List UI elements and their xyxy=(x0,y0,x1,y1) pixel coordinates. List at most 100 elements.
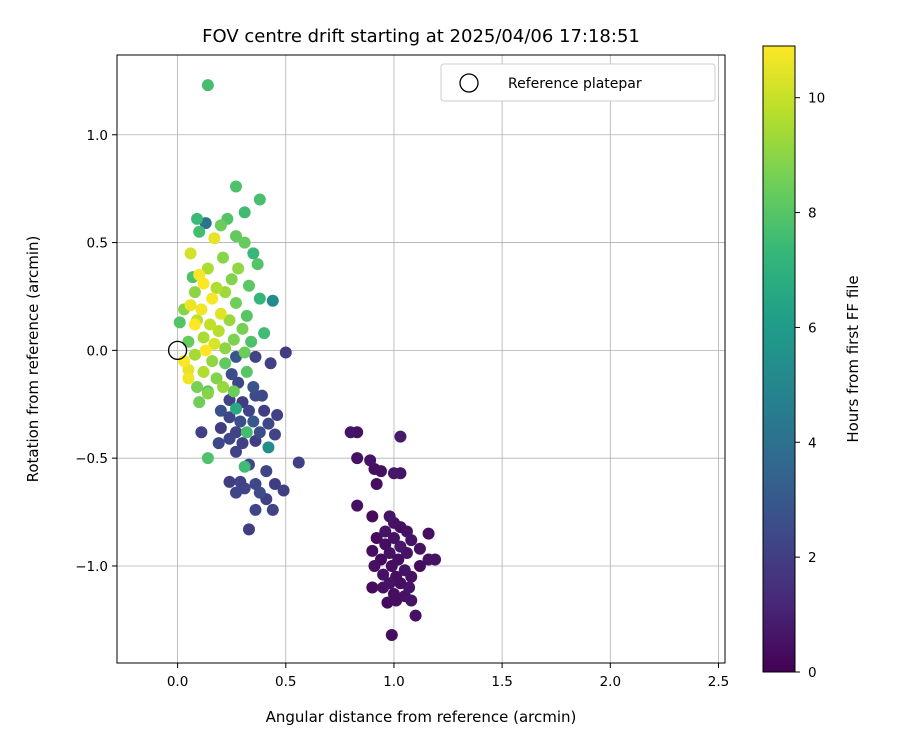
data-point xyxy=(383,547,396,560)
data-point xyxy=(258,404,271,417)
data-point xyxy=(219,357,232,370)
data-point xyxy=(223,475,236,488)
data-point xyxy=(253,426,266,439)
data-point xyxy=(413,559,426,572)
data-point xyxy=(212,324,225,337)
data-point xyxy=(197,331,210,344)
data-point xyxy=(240,365,253,378)
data-point xyxy=(240,309,253,322)
data-point xyxy=(236,437,249,450)
data-point xyxy=(253,193,266,206)
y-tick-label: 1.0 xyxy=(87,128,108,144)
data-point xyxy=(230,296,243,309)
data-point xyxy=(245,335,258,348)
data-point xyxy=(379,525,392,538)
data-point xyxy=(223,411,236,424)
data-point xyxy=(230,486,243,499)
data-point xyxy=(247,247,260,260)
data-point xyxy=(247,381,260,394)
x-axis-ticks: 0.0 0.5 1.0 1.5 2.0 2.5 xyxy=(167,663,729,690)
data-point xyxy=(242,523,255,536)
data-point xyxy=(251,258,264,271)
data-point xyxy=(201,79,214,92)
data-point xyxy=(191,212,204,225)
data-point xyxy=(195,303,208,316)
data-point xyxy=(188,318,201,331)
data-point xyxy=(206,292,219,305)
data-point xyxy=(253,292,266,305)
colorbar-ticks: 0 2 4 6 8 10 xyxy=(795,91,825,681)
data-point xyxy=(230,180,243,193)
data-point xyxy=(236,322,249,335)
data-point xyxy=(240,426,253,439)
data-point xyxy=(344,426,357,439)
plot-frame xyxy=(116,54,726,664)
data-point xyxy=(394,430,407,443)
x-tick-label: 1.5 xyxy=(491,674,512,690)
data-point xyxy=(238,460,251,473)
data-point xyxy=(230,445,243,458)
colorbar-tick-label: 8 xyxy=(808,206,817,222)
data-point xyxy=(173,316,186,329)
data-point xyxy=(377,568,390,581)
data-point xyxy=(182,372,195,385)
data-point xyxy=(223,432,236,445)
data-point xyxy=(188,348,201,361)
x-tick-label: 0.5 xyxy=(275,674,296,690)
data-point xyxy=(242,404,255,417)
data-point xyxy=(204,318,217,331)
data-point xyxy=(195,426,208,439)
data-point xyxy=(238,206,251,219)
data-point xyxy=(262,417,275,430)
data-point xyxy=(225,273,238,286)
data-point xyxy=(238,236,251,249)
data-point xyxy=(370,478,383,491)
data-point xyxy=(242,279,255,292)
data-point xyxy=(264,357,277,370)
data-point xyxy=(208,232,221,245)
data-point xyxy=(271,409,284,422)
x-axis-label: Angular distance from reference (arcmin) xyxy=(266,708,577,726)
x-tick-label: 2.0 xyxy=(600,674,621,690)
data-point xyxy=(193,396,206,409)
data-point xyxy=(219,342,232,355)
data-point xyxy=(249,350,262,363)
data-point xyxy=(230,402,243,415)
data-point xyxy=(223,314,236,327)
data-point xyxy=(370,531,383,544)
data-point xyxy=(387,467,400,480)
data-point xyxy=(292,456,305,469)
data-point xyxy=(260,465,273,478)
y-tick-label: 0.0 xyxy=(87,343,108,359)
data-point xyxy=(374,465,387,478)
legend-box xyxy=(440,63,716,102)
data-point xyxy=(253,486,266,499)
data-point xyxy=(238,346,251,359)
data-point xyxy=(385,628,398,641)
data-point xyxy=(351,452,364,465)
data-point xyxy=(364,454,377,467)
data-point xyxy=(413,542,426,555)
colorbar-tick-label: 10 xyxy=(808,91,825,107)
data-point xyxy=(403,581,416,594)
data-point xyxy=(210,372,223,385)
data-point xyxy=(262,441,275,454)
x-tick-label: 1.0 xyxy=(383,674,404,690)
grid-lines xyxy=(117,55,725,663)
data-point xyxy=(227,333,240,346)
data-point xyxy=(429,553,442,566)
data-point xyxy=(268,478,281,491)
y-tick-label: 0.5 xyxy=(87,236,108,252)
data-point xyxy=(201,452,214,465)
data-point xyxy=(405,594,418,607)
data-point xyxy=(201,387,214,400)
data-point xyxy=(234,415,247,428)
data-point xyxy=(199,344,212,357)
data-points xyxy=(173,79,442,641)
reference-platepar-marker xyxy=(167,340,188,361)
y-axis-ticks: 1.0 0.5 0.0 −0.5 −1.0 xyxy=(75,128,117,575)
data-point xyxy=(214,307,227,320)
data-point xyxy=(387,531,400,544)
data-point xyxy=(394,540,407,553)
